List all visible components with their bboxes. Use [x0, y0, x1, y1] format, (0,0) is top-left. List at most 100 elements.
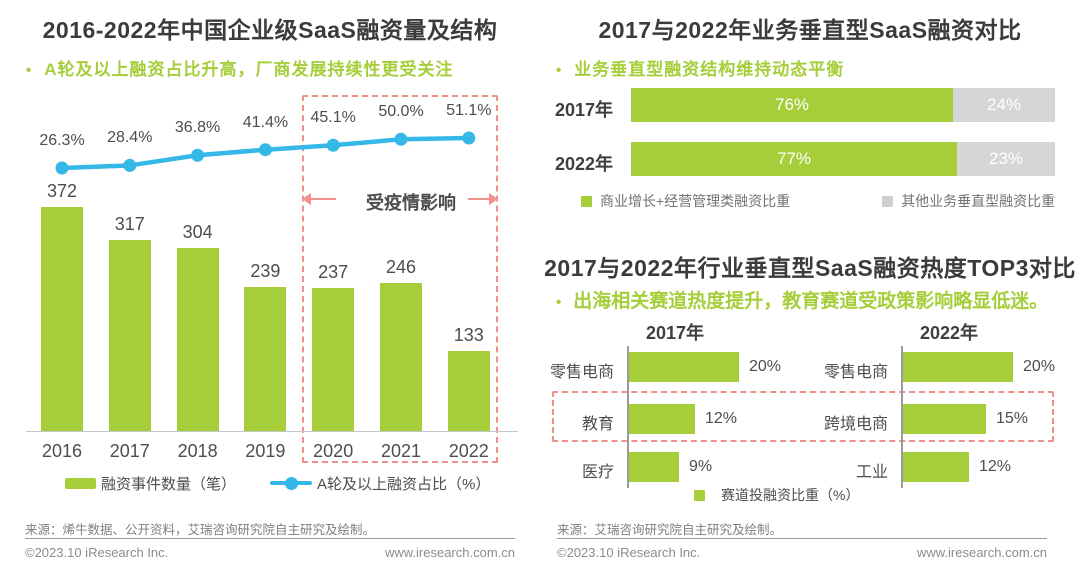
line-point-2022 [462, 131, 476, 145]
line-series-legend-label: A轮及以上融资占比（%） [317, 475, 491, 493]
category-label-零售电商: 零售电商 [549, 364, 614, 381]
other-vertical-swatch-icon [882, 195, 894, 207]
category-label-教育: 教育 [581, 416, 614, 433]
line-series-dot-icon [285, 476, 299, 490]
group-axis-line [901, 346, 903, 488]
line-point-2017 [123, 158, 137, 172]
covid-impact-label: 受疫情影响 [366, 193, 456, 213]
left-footer-divider [25, 538, 515, 539]
funding-bar-2017 [108, 240, 151, 431]
funding-bar-value: 133 [453, 325, 484, 345]
funding-bar-value: 304 [182, 222, 213, 242]
x-tick-year: 2021 [380, 441, 422, 461]
funding-bar-2021 [380, 283, 422, 431]
line-point-value: 26.3% [39, 131, 85, 149]
x-tick-year: 2020 [313, 441, 354, 461]
left-footer-website: www.iresearch.com.cn [384, 545, 515, 560]
stacked-row-label-2017年: 2017年 [555, 100, 614, 120]
track-bar-教育 [629, 404, 695, 434]
x-tick-year: 2019 [245, 441, 286, 461]
track-bar-value: 15% [996, 410, 1029, 427]
covid-impact-dashed-box [302, 95, 498, 463]
funding-bar-2020 [312, 288, 355, 431]
right-footer-source: 来源：艾瑞咨询研究院自主研究及绘制。 [557, 523, 783, 537]
track-bar-value: 12% [979, 458, 1012, 475]
left-chart-subtitle: A轮及以上融资占比升高，厂商发展持续性更受关注 [26, 55, 454, 80]
bar-series-legend-label: 融资事件数量（笔） [101, 475, 237, 493]
x-tick-year: 2017 [109, 441, 150, 461]
covid-arrow-left-line [310, 198, 336, 200]
x-tick-year: 2018 [177, 441, 218, 461]
track-bar-value: 9% [689, 458, 713, 475]
category-label-医疗: 医疗 [581, 464, 614, 481]
right-bottom-chart-subtitle: 出海相关赛道热度提升，教育赛道受政策影响略显低迷。 [556, 286, 1048, 313]
track-bar-value: 20% [749, 358, 782, 375]
stacked-row-label-2022年: 2022年 [555, 154, 614, 174]
right-footer-copyright: ©2023.10 iResearch Inc. [557, 545, 701, 560]
group-axis-line [627, 346, 629, 488]
line-point-2021 [394, 132, 408, 146]
line-point-2018 [191, 148, 205, 162]
line-point-2019 [258, 143, 272, 157]
segment-other-vertical: 23% [957, 142, 1055, 176]
right-footer-divider [557, 538, 1047, 539]
a-round-share-line [55, 131, 476, 175]
highlight-row-dashed-box [552, 391, 1054, 442]
right-top-chart-subtitle: 业务垂直型融资结构维持动态平衡 [556, 55, 844, 80]
left-chart-title: 2016-2022年中国企业级SaaS融资量及结构 [42, 17, 498, 43]
bar-series-swatch-icon [65, 477, 96, 489]
track-bar-value: 20% [1023, 358, 1056, 375]
segment-business-growth: 77% [631, 142, 957, 176]
right-top-chart-title: 2017与2022年业务垂直型SaaS融资对比 [598, 17, 1022, 43]
funding-bar-2018 [176, 248, 219, 431]
group-header-2022年: 2022年 [919, 323, 979, 343]
category-label-跨境电商: 跨境电商 [823, 416, 888, 433]
left-footer-copyright: ©2023.10 iResearch Inc. [25, 545, 169, 560]
funding-bar-value: 317 [114, 214, 145, 234]
track-share-legend-label: 赛道投融资比重（%） [721, 487, 860, 503]
covid-arrow-left-icon [302, 193, 311, 205]
covid-arrow-right-icon [489, 193, 498, 205]
line-point-2016 [55, 161, 69, 175]
category-label-工业: 工业 [855, 464, 888, 481]
funding-bar-2022 [447, 351, 490, 431]
category-label-零售电商: 零售电商 [823, 364, 888, 381]
segment-business-growth: 76% [631, 88, 953, 122]
line-point-2020 [326, 138, 340, 152]
funding-bar-value: 237 [318, 262, 349, 282]
line-point-value: 28.4% [107, 129, 153, 147]
line-point-value: 36.8% [174, 119, 221, 137]
funding-bar-value: 239 [250, 261, 281, 281]
line-point-value: 51.1% [446, 101, 492, 119]
right-bottom-chart-title: 2017与2022年行业垂直型SaaS融资热度TOP3对比 [544, 255, 1076, 281]
track-bar-零售电商 [629, 352, 739, 382]
left-chart-x-axis [26, 431, 518, 432]
track-bar-跨境电商 [903, 404, 986, 434]
line-point-value: 45.1% [310, 109, 356, 127]
segment-other-vertical: 24% [953, 88, 1055, 122]
group-header-2017年: 2017年 [645, 323, 705, 343]
track-bar-医疗 [629, 452, 679, 482]
track-bar-零售电商 [903, 352, 1013, 382]
right-top-chart-legend: 商业增长+经营管理类融资比重 其他业务垂直型融资比重 [581, 193, 1055, 209]
track-bar-value: 12% [705, 410, 738, 427]
track-bar-工业 [903, 452, 969, 482]
track-share-swatch-icon [694, 489, 705, 501]
line-point-value: 41.4% [242, 113, 289, 131]
x-tick-year: 2022 [448, 441, 489, 461]
funding-bar-2019 [244, 287, 287, 431]
line-point-value: 50.0% [378, 103, 424, 121]
covid-arrow-right-line [468, 198, 489, 200]
funding-bar-2016 [41, 207, 83, 431]
right-bottom-chart-legend: 赛道投融资比重（%） [694, 487, 860, 503]
business-growth-swatch-icon [581, 195, 592, 207]
line-series-swatch-icon [270, 476, 313, 490]
right-footer-website: www.iresearch.com.cn [916, 545, 1047, 560]
x-tick-year: 2016 [41, 441, 83, 461]
left-footer-source: 来源：烯牛数据、公开资料，艾瑞咨询研究院自主研究及绘制。 [25, 523, 376, 537]
funding-bar-value: 372 [46, 181, 78, 201]
